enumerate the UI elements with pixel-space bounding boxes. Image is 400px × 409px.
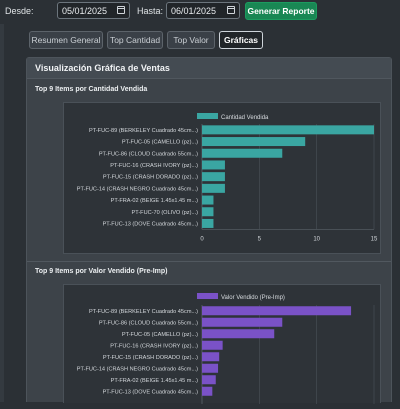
generate-report-button[interactable]: Generar Reporte <box>245 2 317 20</box>
qty-x-tick-label: 5 <box>258 236 262 242</box>
value-tick-label: PT-FUC-13 (DOVE Cuadrado 45cm...) <box>103 389 199 395</box>
qty-bar <box>202 160 225 170</box>
from-label: Desde: <box>5 6 34 16</box>
value-bar <box>202 363 219 373</box>
value-tick-label: PT-FUC-86 (CLOUD Cuadrado 55cm...) <box>99 320 198 326</box>
qty-tick-label: PT-FUC-89 (BERKELEY Cuadrado 45cm...) <box>89 128 198 134</box>
qty-tick-label: PT-FUC-16 (CRASH IVORY (pz)...) <box>110 163 198 169</box>
value-bar <box>202 340 223 350</box>
qty-tick-label: PT-FUC-05 (CAMELLO (pz)...) <box>122 140 198 146</box>
qty-x-tick-label: 10 <box>313 236 320 242</box>
qty-x-tick-label: 15 <box>371 236 378 242</box>
value-bar <box>202 317 283 327</box>
date-filter-bar: Desde: 05/01/2025 Hasta: 06/01/2025 Gene… <box>0 0 400 24</box>
qty-tick-label: PT-FUC-86 (CLOUD Cuadrado 55cm...) <box>99 151 198 157</box>
from-date-input[interactable]: 05/01/2025 <box>57 2 130 19</box>
qty-tick-label: PT-FUC-70 (OLIVO (pz)...) <box>131 210 198 216</box>
value-legend-label: Valor Vendido (Pre-Imp) <box>221 295 285 301</box>
qty-legend-swatch <box>197 113 218 119</box>
tab-top-valor[interactable]: Top Valor <box>167 31 215 49</box>
value-tick-label: PT-FUC-89 (BERKELEY Cuadrado 45cm...) <box>89 309 198 315</box>
value-tick-label: PT-FUC-15 (CRASH DORADO (pz)...) <box>103 355 198 361</box>
qty-tick-label: PT-FUC-13 (DOVE Cuadrado 45cm...) <box>103 221 199 227</box>
value-bar <box>202 386 213 396</box>
qty-bar <box>202 195 214 205</box>
value-tick-label: PT-FUC-16 (CRASH IVORY (pz)...) <box>110 343 198 349</box>
qty-tick-label: PT-FUC-14 (CRASH NEGRO Cuadrado 45cm...) <box>77 186 198 192</box>
from-date-value: 05/01/2025 <box>62 6 108 16</box>
chart-value-container: Valor Vendido (Pre-Imp) PT-FUC-89 (BERKEL… <box>63 284 381 404</box>
tab-top-cantidad[interactable]: Top Cantidad <box>107 31 163 49</box>
qty-bar <box>202 125 374 135</box>
section-divider <box>27 261 391 262</box>
calendar-icon[interactable] <box>117 6 125 14</box>
qty-bar <box>202 172 225 182</box>
qty-bar <box>202 207 214 217</box>
chart-value-title: Top 9 Items por Valor Vendido (Pre-Imp) <box>35 268 168 275</box>
qty-bar <box>202 137 306 147</box>
calendar-icon[interactable] <box>227 6 235 14</box>
panel-header: Visualización Gráfica de Ventas <box>27 58 391 79</box>
chart-qty-svg: Cantidad Vendida PT-FUC-89 (BERKELEY Cuad… <box>77 113 378 242</box>
value-bar <box>202 306 352 316</box>
qty-bar <box>202 148 283 158</box>
to-date-input[interactable]: 06/01/2025 <box>166 2 240 19</box>
qty-bar <box>202 218 214 228</box>
value-tick-label: PT-FUC-14 (CRASH NEGRO Cuadrado 45cm...) <box>77 366 198 372</box>
to-label: Hasta: <box>137 6 164 16</box>
value-bar <box>202 375 216 385</box>
chart-qty-title: Top 9 Items por Cantidad Vendida <box>35 86 148 93</box>
left-edge <box>0 24 4 402</box>
chart-qty-container: Cantidad Vendida PT-FUC-89 (BERKELEY Cuad… <box>63 102 381 254</box>
qty-x-tick-label: 0 <box>200 236 204 242</box>
charts-panel: Visualización Gráfica de Ventas Top 9 It… <box>26 57 392 404</box>
value-bar <box>202 352 220 362</box>
to-date-value: 06/01/2025 <box>171 6 217 16</box>
value-tick-label: PT-FUC-05 (CAMELLO (pz)...) <box>122 332 198 338</box>
value-tick-label: PT-FRA-02 (BEIGE 1.45x1.45 m...) <box>111 378 198 384</box>
qty-tick-label: PT-FRA-02 (BEIGE 1.45x1.45 m...) <box>111 198 198 204</box>
value-bar <box>202 329 275 339</box>
qty-bar <box>202 183 225 193</box>
tab-resumen-general[interactable]: Resumen General <box>29 31 103 49</box>
tab-graficas[interactable]: Gráficas <box>219 31 263 49</box>
panel-title: Visualización Gráfica de Ventas <box>35 63 170 73</box>
qty-legend-label: Cantidad Vendida <box>221 115 269 121</box>
chart-value-svg: Valor Vendido (Pre-Imp) PT-FUC-89 (BERKEL… <box>77 293 375 404</box>
qty-tick-label: PT-FUC-15 (CRASH DORADO (pz)...) <box>103 175 198 181</box>
value-legend-swatch <box>197 293 218 299</box>
